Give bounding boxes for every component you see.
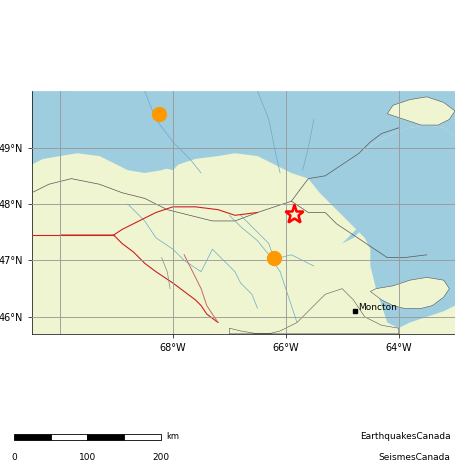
Text: km: km xyxy=(167,432,179,441)
Text: 200: 200 xyxy=(152,453,169,462)
Polygon shape xyxy=(269,167,455,243)
Text: SeismesCanada: SeismesCanada xyxy=(379,453,450,462)
Bar xyxy=(51,434,87,440)
Polygon shape xyxy=(274,125,455,328)
Text: EarthquakesCanada: EarthquakesCanada xyxy=(360,432,450,441)
Bar xyxy=(14,434,51,440)
Polygon shape xyxy=(387,97,455,125)
Text: 100: 100 xyxy=(79,453,96,462)
Polygon shape xyxy=(370,277,450,308)
Polygon shape xyxy=(32,91,178,170)
Text: Moncton: Moncton xyxy=(359,303,397,311)
Polygon shape xyxy=(229,289,399,334)
Bar xyxy=(124,434,161,440)
Bar xyxy=(87,434,124,440)
Polygon shape xyxy=(32,91,455,334)
Polygon shape xyxy=(32,91,455,179)
Text: 0: 0 xyxy=(11,453,17,462)
